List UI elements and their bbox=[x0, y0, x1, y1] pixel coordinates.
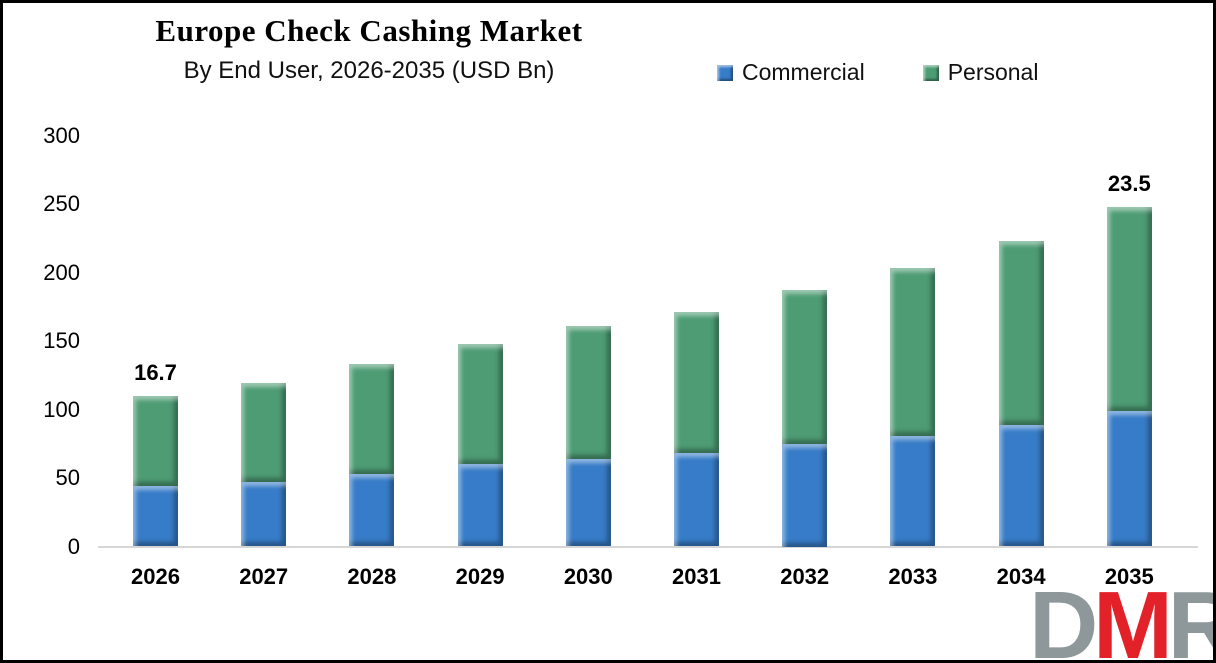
personal-swatch-icon bbox=[922, 64, 939, 81]
bar-segment-personal-2027 bbox=[241, 383, 287, 483]
x-axis-label-2027: 2027 bbox=[239, 564, 289, 589]
bar-segment-personal-2030 bbox=[565, 325, 611, 459]
bar-segment-commercial-2032 bbox=[782, 443, 828, 547]
y-tick-label: 150 bbox=[43, 328, 80, 353]
bar-segment-commercial-2035 bbox=[1106, 410, 1152, 547]
bar-segment-personal-2029 bbox=[457, 343, 503, 465]
x-axis-label-2028: 2028 bbox=[347, 564, 397, 589]
x-axis-label-2029: 2029 bbox=[455, 564, 505, 589]
bar-segment-personal-2035 bbox=[1106, 206, 1152, 411]
bar-segment-commercial-2028 bbox=[349, 473, 395, 547]
y-tick-label: 100 bbox=[43, 396, 80, 422]
legend: Commercial Personal bbox=[717, 59, 1038, 86]
bar-segment-personal-2026 bbox=[133, 395, 178, 487]
bar-segment-commercial-2033 bbox=[890, 435, 936, 547]
x-axis-label-2031: 2031 bbox=[672, 564, 721, 589]
bar-segment-commercial-2031 bbox=[674, 453, 719, 547]
logo-letter-r: R bbox=[1167, 572, 1216, 663]
bar-segment-personal-2031 bbox=[674, 312, 719, 454]
bar-segment-commercial-2030 bbox=[565, 458, 611, 547]
plot-area: 0 50 100 150 200 250 300 2026 16.7 2027 2028 2029 20… bbox=[3, 3, 1213, 660]
logo-letter-d: D bbox=[1029, 572, 1098, 663]
commercial-swatch-icon bbox=[717, 64, 733, 81]
bar-segment-commercial-2026 bbox=[133, 486, 178, 547]
bar-segment-commercial-2027 bbox=[241, 482, 287, 547]
chart-subtitle: By End User, 2026-2035 (USD Bn) bbox=[183, 57, 555, 84]
y-tick-label: 200 bbox=[43, 259, 80, 285]
legend-label-personal: Personal bbox=[947, 59, 1039, 85]
dmr-logo: D M R bbox=[1029, 572, 1216, 663]
data-label-2035: 23.5 bbox=[1107, 170, 1151, 196]
bar-segment-personal-2034 bbox=[998, 240, 1044, 425]
x-axis-label-2026: 2026 bbox=[131, 564, 180, 589]
bar-segment-commercial-2029 bbox=[457, 464, 503, 547]
x-axis-label-2032: 2032 bbox=[780, 564, 830, 589]
x-axis-label-2035: 2035 bbox=[1104, 564, 1154, 589]
legend-label-commercial: Commercial bbox=[742, 59, 865, 85]
x-axis-label-2033: 2033 bbox=[888, 564, 938, 589]
y-tick-label: 50 bbox=[55, 465, 80, 490]
y-tick-label: 250 bbox=[43, 191, 80, 216]
y-tick-label: 300 bbox=[43, 122, 80, 148]
x-axis-baseline bbox=[98, 546, 1198, 548]
logo-letter-m: M bbox=[1093, 572, 1173, 663]
bar-segment-personal-2033 bbox=[890, 268, 936, 436]
legend-item-personal: Personal bbox=[922, 59, 1039, 86]
bar-segment-personal-2032 bbox=[782, 290, 828, 444]
bar-segment-personal-2028 bbox=[349, 364, 395, 474]
legend-item-commercial: Commercial bbox=[717, 59, 865, 86]
data-label-2026: 16.7 bbox=[134, 359, 177, 385]
chart-title: Europe Check Cashing Market bbox=[155, 13, 583, 48]
x-axis-label-2030: 2030 bbox=[563, 564, 613, 589]
x-axis-label-2034: 2034 bbox=[996, 564, 1046, 589]
bar-segment-commercial-2034 bbox=[998, 424, 1044, 547]
y-tick-label: 0 bbox=[67, 533, 80, 559]
